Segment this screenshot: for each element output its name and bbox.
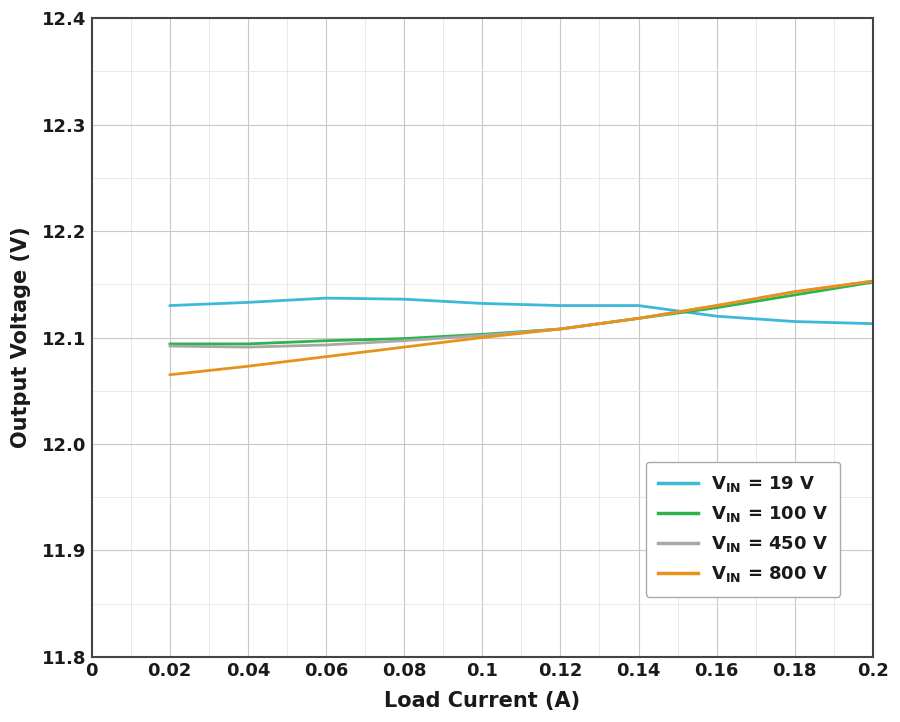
Legend: V$_{\mathregular{IN}}$ = 19 V, V$_{\mathregular{IN}}$ = 100 V, V$_{\mathregular{: V$_{\mathregular{IN}}$ = 19 V, V$_{\math… <box>645 461 841 597</box>
Y-axis label: Output Voltage (V): Output Voltage (V) <box>11 227 32 448</box>
X-axis label: Load Current (A): Load Current (A) <box>384 691 580 711</box>
